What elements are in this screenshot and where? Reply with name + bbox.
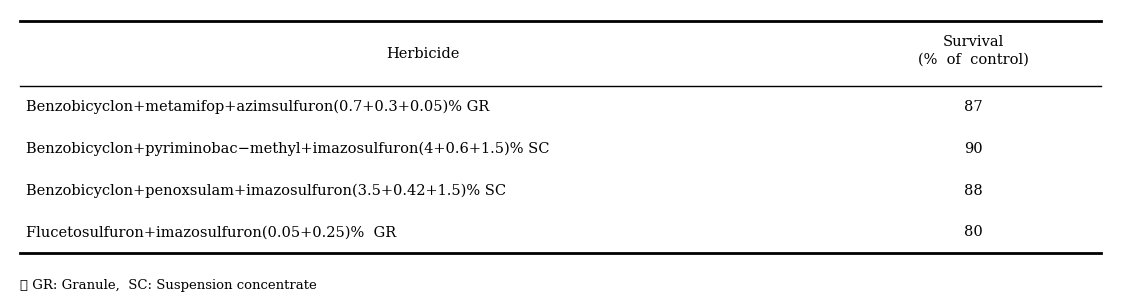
Text: 88: 88 bbox=[964, 184, 983, 197]
Text: 90: 90 bbox=[964, 142, 983, 156]
Text: Benzobicyclon+metamifop+azimsulfuron(0.7+0.3+0.05)% GR: Benzobicyclon+metamifop+azimsulfuron(0.7… bbox=[26, 100, 489, 114]
Text: Survival
(%  of  control): Survival (% of control) bbox=[918, 35, 1029, 66]
Text: ※ GR: Granule,  SC: Suspension concentrate: ※ GR: Granule, SC: Suspension concentrat… bbox=[20, 279, 317, 292]
Text: Herbicide: Herbicide bbox=[387, 47, 460, 61]
Text: 87: 87 bbox=[964, 100, 983, 114]
Text: Flucetosulfuron+imazosulfuron(0.05+0.25)%  GR: Flucetosulfuron+imazosulfuron(0.05+0.25)… bbox=[26, 225, 396, 239]
Text: 80: 80 bbox=[964, 225, 983, 239]
Text: Benzobicyclon+pyriminobac−methyl+imazosulfuron(4+0.6+1.5)% SC: Benzobicyclon+pyriminobac−methyl+imazosu… bbox=[26, 142, 549, 156]
Text: Benzobicyclon+penoxsulam+imazosulfuron(3.5+0.42+1.5)% SC: Benzobicyclon+penoxsulam+imazosulfuron(3… bbox=[26, 183, 506, 198]
